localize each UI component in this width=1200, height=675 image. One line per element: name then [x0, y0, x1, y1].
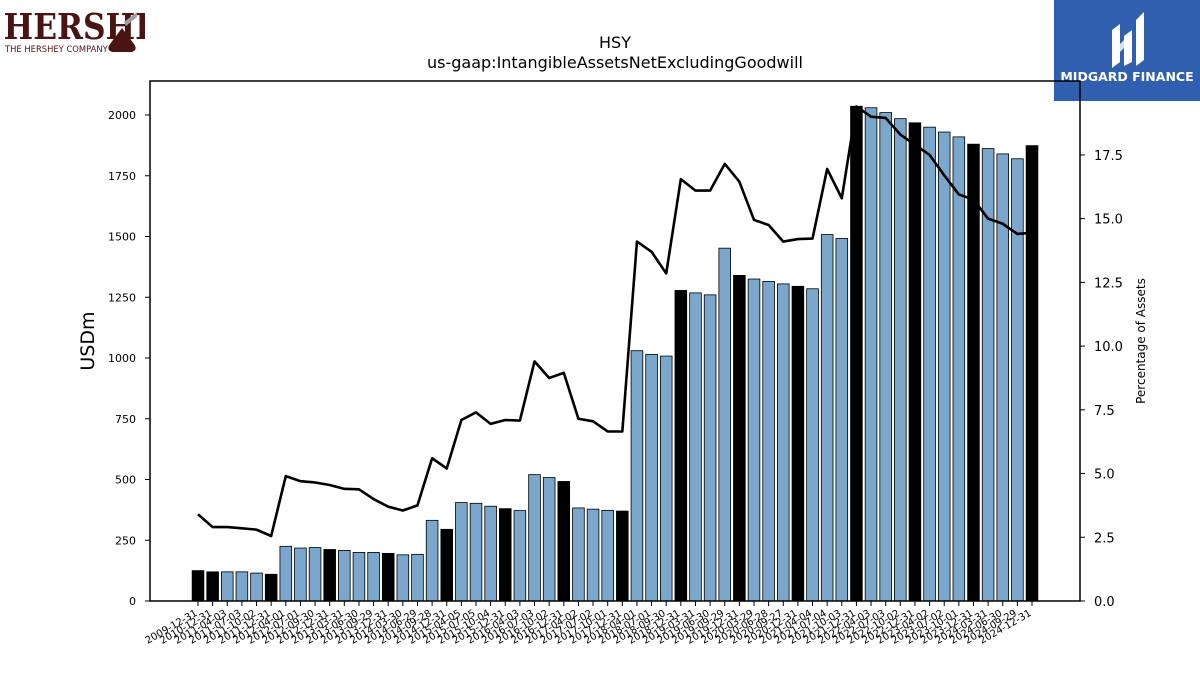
bar — [279, 545, 293, 602]
bar — [630, 350, 644, 602]
bar — [440, 528, 453, 602]
y2-axis: 0.0 2.5 5.0 7.5 10.0 12.5 15.0 17.5 — [1080, 149, 1123, 610]
plot-frame — [149, 80, 1081, 602]
bar — [308, 547, 322, 602]
y-tick-label: 500 — [115, 474, 136, 487]
kiss-plume-icon — [124, 12, 137, 26]
bar — [425, 519, 439, 602]
bar — [674, 290, 688, 602]
chart-title: HSY — [599, 33, 631, 52]
bar — [542, 477, 556, 602]
bar — [879, 112, 892, 602]
bar — [206, 571, 219, 602]
y-axis-label: USDm — [77, 311, 99, 370]
bar — [762, 281, 775, 602]
bar — [703, 294, 717, 602]
bar — [264, 573, 278, 602]
y-tick-label: 1500 — [108, 231, 136, 244]
bar — [864, 107, 878, 602]
kiss-icon — [108, 28, 136, 52]
bar — [557, 481, 571, 602]
y2-tick-label: 15.0 — [1094, 213, 1123, 228]
y-tick-label: 250 — [115, 534, 136, 547]
bar — [191, 570, 205, 602]
bar — [791, 285, 805, 602]
bar — [396, 554, 410, 602]
midgard-finance-name: MIDGARD FINANCE — [1060, 69, 1193, 84]
midgard-emblem-icon — [1112, 12, 1144, 68]
y2-tick-label: 5.0 — [1094, 468, 1115, 483]
bar — [937, 131, 951, 602]
x-axis: 2009-12-312010-12-312011-04-032011-07-03… — [144, 601, 1034, 647]
y2-tick-label: 0.0 — [1094, 595, 1115, 610]
y2-tick-label: 12.5 — [1094, 276, 1123, 291]
bar — [850, 105, 863, 602]
bar — [733, 274, 746, 602]
series-line-percentage-of-assets — [197, 105, 1033, 538]
bar-group — [191, 105, 1039, 602]
y-axis: 0 250 500 750 1000 1250 1500 1750 2000 — [108, 109, 150, 608]
bar — [718, 247, 731, 602]
bar — [367, 552, 380, 602]
hershey-company-name: THE HERSHEY COMPANY — [4, 44, 109, 54]
bar — [221, 571, 234, 602]
y2-tick-label: 17.5 — [1094, 149, 1123, 164]
chart-subtitle: us-gaap:IntangibleAssetsNetExcludingGood… — [427, 53, 803, 72]
bar — [528, 474, 541, 602]
bar — [616, 510, 629, 602]
bar — [1025, 145, 1039, 602]
bar — [338, 550, 351, 602]
y2-tick-label: 2.5 — [1094, 531, 1115, 546]
bar — [381, 552, 395, 602]
bar — [645, 353, 658, 602]
bar — [806, 288, 819, 602]
bar — [323, 549, 336, 602]
bar — [981, 148, 995, 602]
bar — [513, 510, 527, 602]
hershey-logo: HERSHEY THE HERSHEY COMPANY — [4, 5, 145, 54]
y-tick-label: 1250 — [108, 291, 136, 304]
bar — [235, 571, 249, 602]
bar — [352, 552, 366, 602]
bar — [455, 502, 468, 602]
bar — [777, 283, 790, 602]
bar — [1011, 158, 1024, 602]
bar — [250, 572, 263, 602]
bar — [572, 507, 585, 602]
bar — [294, 547, 307, 602]
bar — [499, 508, 512, 602]
y2-axis-label: Percentage of Assets — [1134, 278, 1148, 404]
bar — [923, 126, 936, 602]
bar — [967, 143, 980, 602]
bar — [659, 355, 673, 602]
bar — [689, 292, 702, 602]
midgard-finance-logo: MIDGARD FINANCE — [1054, 0, 1200, 101]
bar — [820, 234, 834, 602]
y-tick-label: 1750 — [108, 170, 136, 183]
line-group — [197, 105, 1033, 538]
bar — [835, 238, 849, 602]
bar — [908, 122, 922, 602]
bar — [747, 278, 761, 602]
y-tick-label: 750 — [115, 413, 136, 426]
bar — [894, 118, 907, 602]
y-tick-label: 2000 — [108, 109, 136, 122]
bar — [411, 553, 424, 602]
bar — [601, 509, 614, 602]
y-tick-label: 0 — [129, 595, 136, 608]
bar — [952, 136, 966, 602]
bar — [586, 508, 600, 602]
bar — [469, 502, 483, 602]
y2-tick-label: 10.0 — [1094, 340, 1123, 355]
bar — [484, 505, 497, 602]
y-tick-label: 1000 — [108, 352, 136, 365]
y2-tick-label: 7.5 — [1094, 404, 1115, 419]
